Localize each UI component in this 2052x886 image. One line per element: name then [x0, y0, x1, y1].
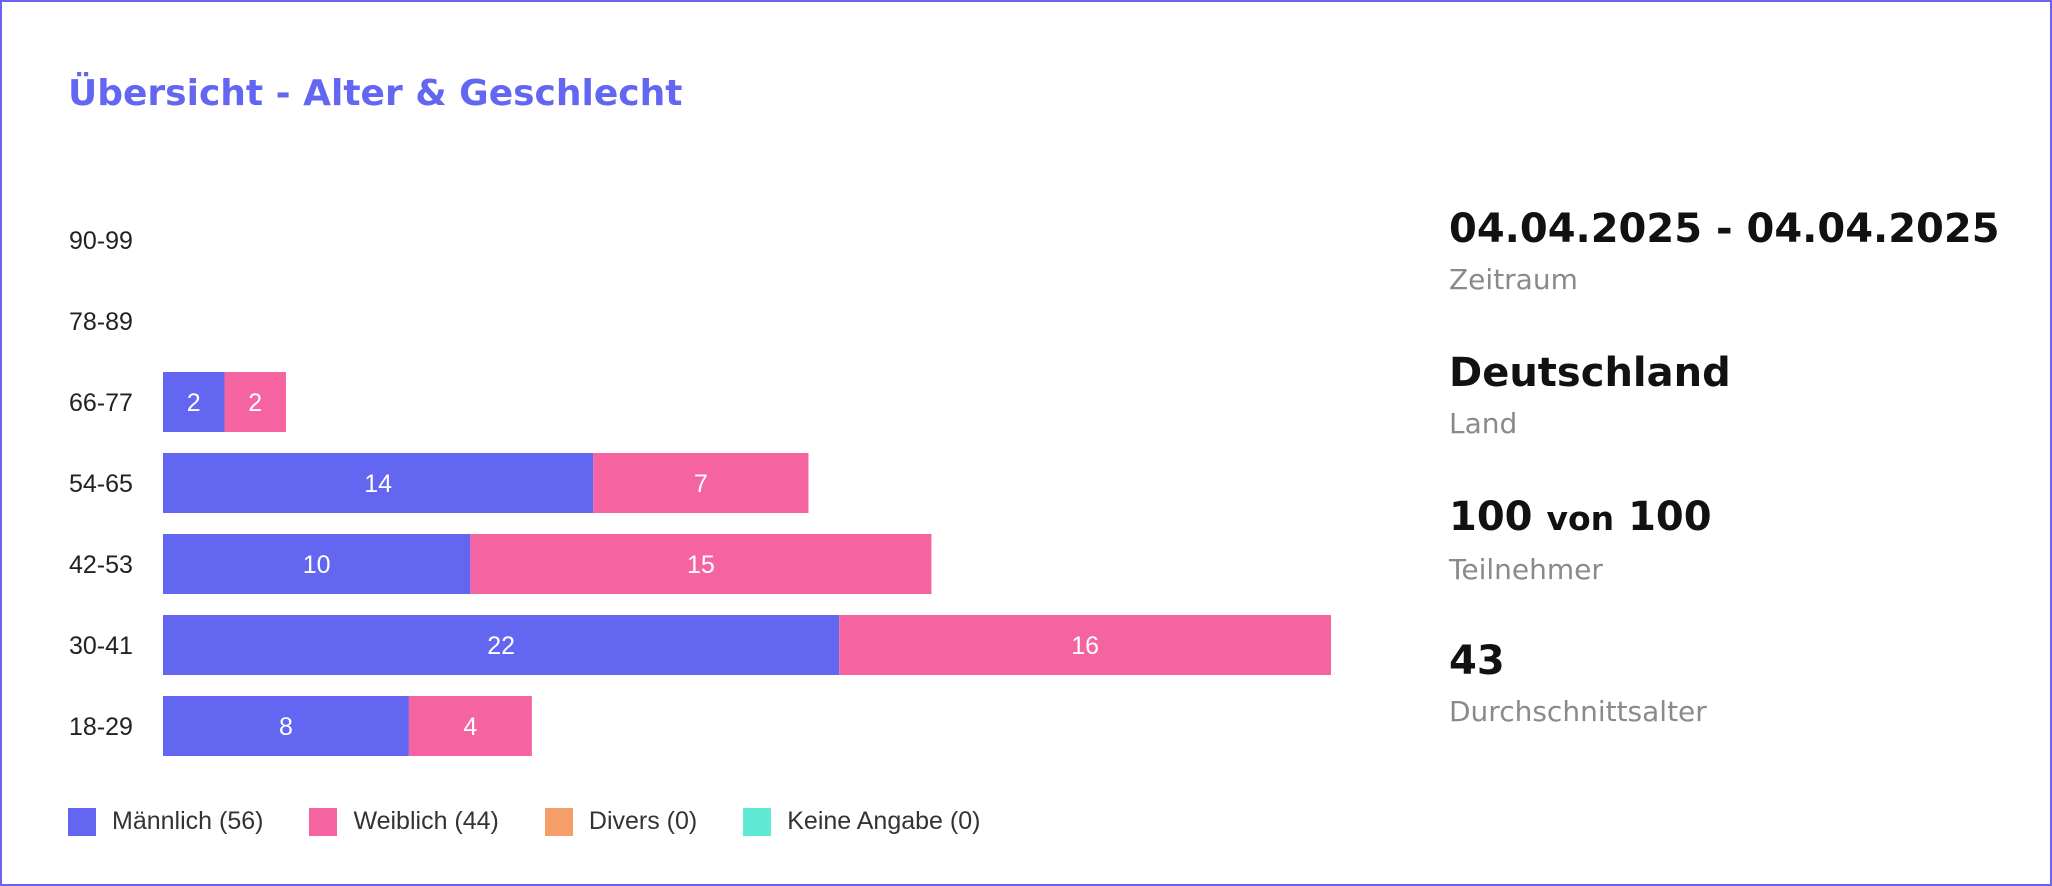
bar-value-label: 15 [687, 551, 715, 579]
bar-segment[interactable] [163, 696, 409, 756]
legend-label-male: Männlich (56) [112, 807, 264, 835]
legend-swatch-no-answer [743, 807, 772, 836]
stat-average-age: 43 Durchschnittsalter [1449, 632, 2009, 776]
bar-value-label: 14 [364, 470, 392, 498]
stat-participants-value: 100 von 100 [1449, 488, 2009, 548]
bar-segment[interactable] [163, 534, 471, 594]
bar-segment[interactable] [408, 696, 532, 756]
legend-swatch-diverse [544, 807, 573, 836]
stat-period-value: 04.04.2025 - 04.04.2025 [1449, 206, 2000, 252]
bar-segment[interactable] [163, 615, 840, 675]
stat-participants-label: Teilnehmer [1449, 553, 1603, 586]
bar-segment[interactable] [163, 453, 594, 513]
category-label: 42-53 [69, 551, 133, 579]
participants-total: 100 [1628, 494, 1712, 540]
bar-segment[interactable] [224, 372, 286, 432]
bar-segment[interactable] [839, 615, 1331, 675]
legend-item-diverse[interactable]: Divers (0) [544, 807, 698, 836]
bar-segment[interactable] [470, 534, 932, 594]
stat-average-age-label: Durchschnittsalter [1449, 695, 1707, 728]
participants-count: 100 [1449, 494, 1533, 540]
stat-country-value: Deutschland [1449, 350, 1731, 396]
chart-legend: Männlich (56) Weiblich (44) Divers (0) K… [68, 807, 1026, 836]
category-label: 30-41 [69, 632, 133, 660]
bar-value-label: 22 [487, 632, 515, 660]
stat-average-age-value: 43 [1449, 638, 1505, 684]
stat-period: 04.04.2025 - 04.04.2025 Zeitraum [1449, 200, 2009, 344]
legend-label-female: Weiblich (44) [353, 807, 499, 835]
legend-item-no-answer[interactable]: Keine Angabe (0) [743, 807, 980, 836]
legend-item-male[interactable]: Männlich (56) [68, 807, 263, 836]
category-label: 18-29 [69, 713, 133, 741]
bar-value-label: 10 [303, 551, 331, 579]
participants-of: von [1546, 499, 1615, 538]
legend-item-female[interactable]: Weiblich (44) [309, 807, 499, 836]
bar-value-label: 16 [1071, 632, 1099, 660]
legend-swatch-female [309, 807, 338, 836]
stat-country: Deutschland Land [1449, 344, 2009, 488]
bar-value-label: 2 [187, 389, 201, 417]
category-label: 66-77 [69, 389, 133, 417]
bar-segment[interactable] [593, 453, 809, 513]
category-label: 90-99 [69, 227, 133, 255]
bar-segment[interactable] [163, 372, 225, 432]
category-label: 78-89 [69, 308, 133, 336]
bar-value-label: 7 [694, 470, 708, 498]
legend-label-no-answer: Keine Angabe (0) [787, 807, 981, 835]
category-label: 54-65 [69, 470, 133, 498]
stat-participants: 100 von 100 Teilnehmer [1449, 488, 2009, 632]
stats-panel: 04.04.2025 - 04.04.2025 Zeitraum Deutsch… [1449, 200, 2009, 776]
bar-value-label: 4 [463, 713, 477, 741]
stat-country-label: Land [1449, 407, 1518, 440]
stat-period-label: Zeitraum [1449, 263, 1578, 296]
legend-swatch-male [68, 807, 96, 836]
card-title: Übersicht - Alter & Geschlecht [68, 73, 683, 114]
legend-label-diverse: Divers (0) [588, 807, 698, 835]
bar-value-label: 2 [248, 389, 262, 417]
bar-value-label: 8 [279, 713, 293, 741]
